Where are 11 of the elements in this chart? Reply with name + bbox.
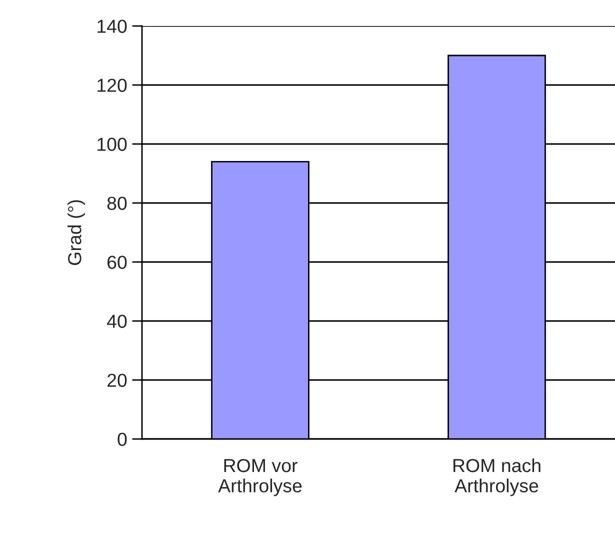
x-tick-label: ROM nach Arthrolyse [453,458,540,496]
y-axis-title: Grad (°) [68,200,86,265]
y-tick-label: 140 [98,20,127,33]
y-tick-label: 120 [98,78,127,92]
y-tick-label: 80 [107,196,127,210]
y-tick-label: 0 [118,432,127,446]
y-tick-label: 40 [106,314,127,328]
y-tick-label: 100 [98,138,127,151]
y-tick-label: 20 [108,374,127,387]
y-tick-label: 60 [108,256,127,269]
x-tick-label: ROM vor Arthrolyse [218,458,302,496]
